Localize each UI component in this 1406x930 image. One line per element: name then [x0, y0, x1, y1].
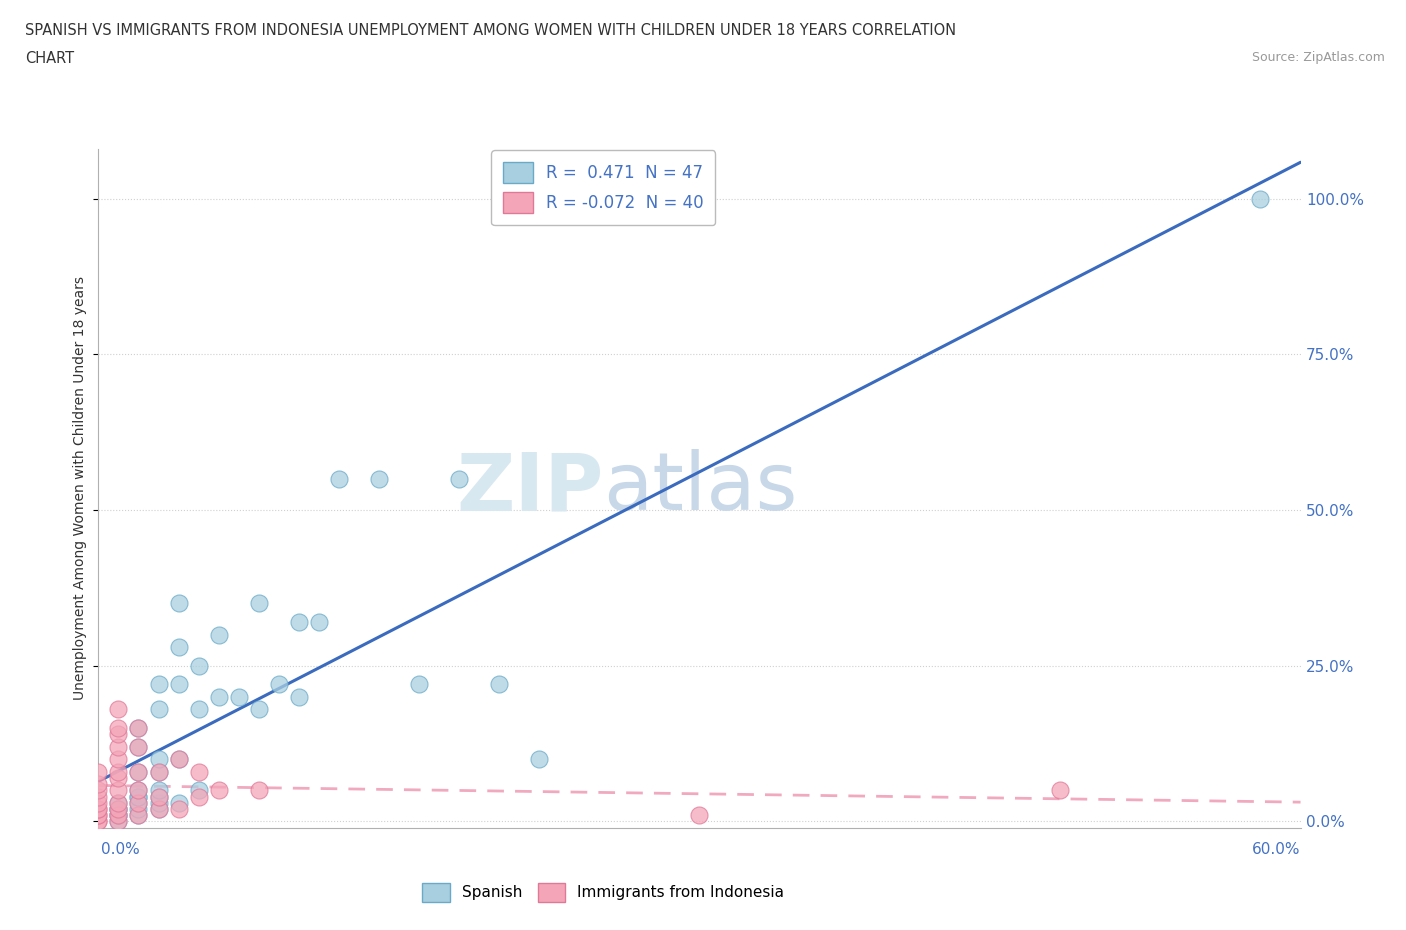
Point: [208, 627, 231, 642]
Point: [167, 751, 190, 766]
Point: [148, 802, 170, 817]
Point: [148, 702, 170, 717]
Point: [308, 615, 330, 630]
Point: [128, 764, 150, 779]
Point: [128, 721, 150, 736]
Legend: Spanish, Immigrants from Indonesia: Spanish, Immigrants from Indonesia: [416, 876, 790, 909]
Point: [128, 795, 150, 810]
Point: [1250, 192, 1272, 206]
Point: [87, 808, 110, 823]
Point: [128, 739, 150, 754]
Point: [167, 640, 190, 655]
Point: [87, 814, 110, 829]
Point: [148, 677, 170, 692]
Point: [148, 790, 170, 804]
Point: [689, 808, 711, 823]
Text: atlas: atlas: [603, 449, 797, 527]
Point: [107, 795, 129, 810]
Point: [187, 764, 209, 779]
Point: [107, 814, 129, 829]
Point: [128, 790, 150, 804]
Point: [488, 677, 510, 692]
Point: [187, 783, 209, 798]
Point: [187, 790, 209, 804]
Point: [107, 770, 129, 785]
Point: [187, 658, 209, 673]
Point: [128, 739, 150, 754]
Point: [128, 802, 150, 817]
Point: [87, 802, 110, 817]
Point: [148, 790, 170, 804]
Point: [148, 795, 170, 810]
Point: [1049, 783, 1071, 798]
Point: [107, 739, 129, 754]
Point: [107, 808, 129, 823]
Point: [247, 702, 270, 717]
Point: [128, 764, 150, 779]
Point: [107, 783, 129, 798]
Point: [87, 795, 110, 810]
Point: [208, 783, 231, 798]
Point: [87, 777, 110, 791]
Point: [107, 764, 129, 779]
Text: ZIP: ZIP: [456, 449, 603, 527]
Point: [128, 721, 150, 736]
Point: [167, 596, 190, 611]
Point: [247, 596, 270, 611]
Text: Source: ZipAtlas.com: Source: ZipAtlas.com: [1251, 51, 1385, 64]
Point: [208, 689, 231, 704]
Y-axis label: Unemployment Among Women with Children Under 18 years: Unemployment Among Women with Children U…: [73, 276, 87, 700]
Point: [87, 808, 110, 823]
Point: [128, 808, 150, 823]
Point: [107, 702, 129, 717]
Point: [167, 795, 190, 810]
Point: [148, 764, 170, 779]
Point: [128, 808, 150, 823]
Point: [288, 689, 311, 704]
Point: [328, 472, 350, 486]
Point: [408, 677, 430, 692]
Point: [368, 472, 391, 486]
Point: [529, 751, 551, 766]
Point: [107, 802, 129, 817]
Point: [167, 677, 190, 692]
Point: [128, 790, 150, 804]
Point: [247, 783, 270, 798]
Point: [87, 790, 110, 804]
Point: [288, 615, 311, 630]
Point: [128, 783, 150, 798]
Point: [128, 783, 150, 798]
Point: [87, 764, 110, 779]
Point: [107, 814, 129, 829]
Point: [87, 783, 110, 798]
Text: 60.0%: 60.0%: [1253, 842, 1301, 857]
Point: [148, 764, 170, 779]
Point: [447, 472, 470, 486]
Point: [107, 721, 129, 736]
Point: [87, 802, 110, 817]
Point: [187, 702, 209, 717]
Point: [267, 677, 290, 692]
Text: SPANISH VS IMMIGRANTS FROM INDONESIA UNEMPLOYMENT AMONG WOMEN WITH CHILDREN UNDE: SPANISH VS IMMIGRANTS FROM INDONESIA UNE…: [25, 23, 956, 38]
Point: [107, 795, 129, 810]
Point: [167, 751, 190, 766]
Text: CHART: CHART: [25, 51, 75, 66]
Point: [107, 808, 129, 823]
Point: [107, 802, 129, 817]
Point: [107, 802, 129, 817]
Point: [148, 751, 170, 766]
Point: [148, 802, 170, 817]
Point: [167, 802, 190, 817]
Point: [107, 727, 129, 742]
Point: [107, 751, 129, 766]
Point: [148, 783, 170, 798]
Point: [128, 795, 150, 810]
Point: [87, 814, 110, 829]
Point: [107, 808, 129, 823]
Text: 0.0%: 0.0%: [101, 842, 141, 857]
Point: [228, 689, 250, 704]
